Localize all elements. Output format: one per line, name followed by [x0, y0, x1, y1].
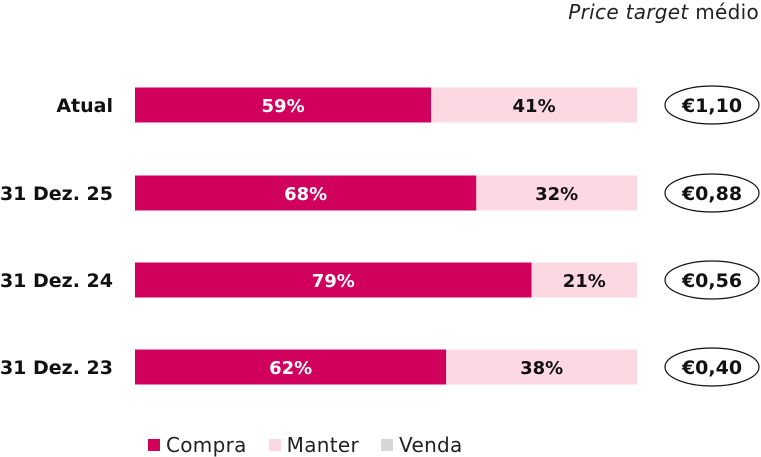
- price-target-header-italic: Price target: [568, 0, 689, 24]
- data-label-manter: 41%: [513, 96, 556, 117]
- data-label-compra: 79%: [312, 271, 355, 292]
- bar-segment-manter: [446, 349, 637, 385]
- price-target-label: €0,88: [681, 183, 742, 205]
- price-target-oval: [664, 173, 760, 213]
- bar-segment-compra: [135, 349, 447, 385]
- legend-item-manter: Manter: [268, 433, 360, 457]
- data-label-manter: 38%: [520, 358, 563, 379]
- legend-item-venda: Venda: [381, 433, 463, 457]
- legend-label-manter: Manter: [286, 433, 360, 457]
- category-label: 31 Dez. 25: [0, 183, 113, 205]
- bar-segment-compra: [135, 262, 532, 298]
- bar-segment-compra: [135, 175, 477, 211]
- category-label: Atual: [56, 95, 113, 117]
- price-target-oval: [664, 85, 760, 125]
- category-label: 31 Dez. 23: [0, 357, 113, 379]
- price-target-header-rest: médio: [695, 0, 759, 24]
- legend-label-venda: Venda: [399, 433, 463, 457]
- category-label: 31 Dez. 24: [0, 270, 113, 292]
- data-label-manter: 32%: [535, 184, 578, 205]
- legend-label-compra: Compra: [166, 433, 247, 457]
- bar-segment-manter: [431, 87, 637, 123]
- price-target-label: €0,56: [681, 270, 742, 292]
- data-label-compra: 62%: [269, 358, 312, 379]
- price-target-oval: [664, 347, 760, 387]
- data-label-compra: 68%: [284, 184, 327, 205]
- price-target-oval: [664, 260, 760, 300]
- legend-swatch-compra: [148, 439, 160, 451]
- data-label-compra: 59%: [262, 96, 305, 117]
- data-label-manter: 21%: [563, 271, 606, 292]
- price-target-header: Price target médio: [568, 0, 759, 24]
- bar-segment-manter: [531, 262, 637, 298]
- bar-segment-compra: [135, 87, 432, 123]
- price-target-label: €1,10: [681, 95, 742, 117]
- bar-segment-manter: [476, 175, 637, 211]
- legend: Compra Manter Venda: [148, 433, 463, 457]
- price-target-label: €0,40: [681, 357, 742, 379]
- legend-swatch-manter: [268, 439, 281, 451]
- legend-swatch-venda: [381, 439, 394, 451]
- legend-item-compra: Compra: [148, 433, 247, 457]
